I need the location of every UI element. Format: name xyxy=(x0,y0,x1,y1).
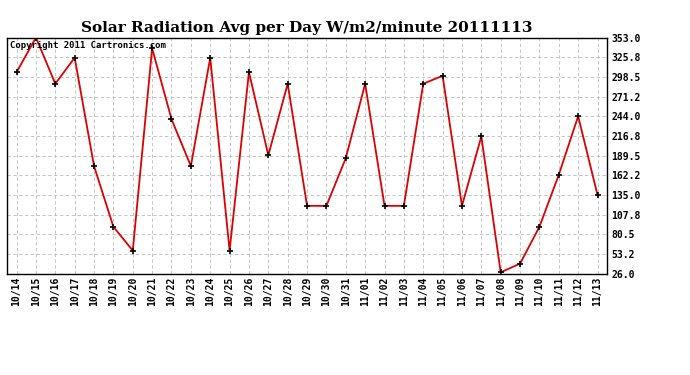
Title: Solar Radiation Avg per Day W/m2/minute 20111113: Solar Radiation Avg per Day W/m2/minute … xyxy=(81,21,533,35)
Text: Copyright 2011 Cartronics.com: Copyright 2011 Cartronics.com xyxy=(10,41,166,50)
